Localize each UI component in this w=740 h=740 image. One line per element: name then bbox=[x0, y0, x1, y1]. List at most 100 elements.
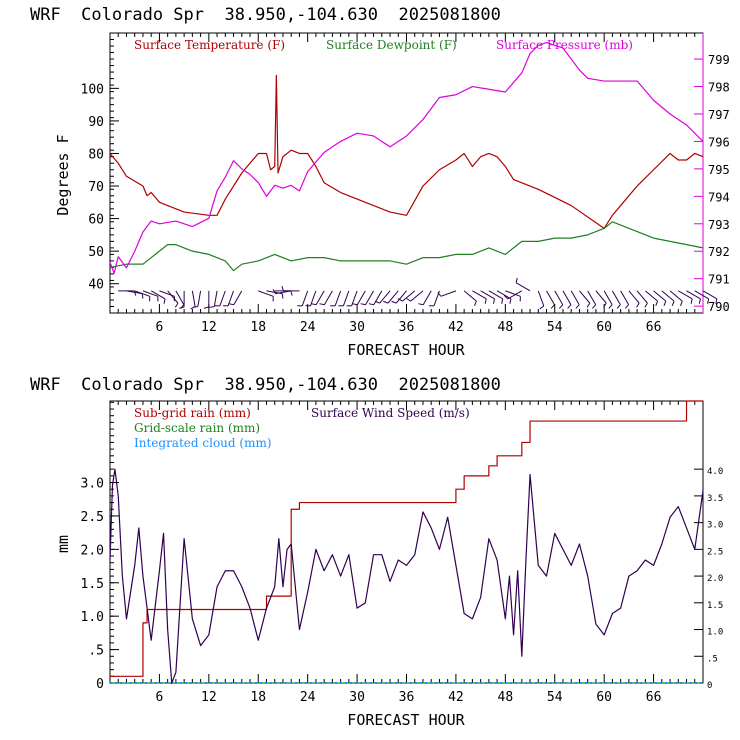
bottom-y2-tick-label: 3.5 bbox=[707, 494, 723, 504]
wind-barb bbox=[620, 290, 630, 305]
wind-barb bbox=[440, 290, 457, 297]
bottom-x-tick-label: 42 bbox=[448, 690, 464, 705]
temperature-panel: WRF Colorado Spr 38.950,-104.630 2025081… bbox=[30, 5, 730, 359]
wind-barb bbox=[587, 290, 597, 305]
bottom-y2-tick-label: 2.5 bbox=[707, 547, 723, 557]
wind-barb-feather bbox=[352, 303, 358, 306]
bottom-y2-tick-label: 0 bbox=[707, 681, 712, 691]
top-y-tick-label: 70 bbox=[88, 180, 104, 195]
top-y2-tick-label: 796 bbox=[708, 135, 730, 149]
bottom-y2-tick-label: 3.0 bbox=[707, 521, 723, 531]
legend-integrated-cloud: Integrated cloud (mm) bbox=[134, 436, 272, 450]
legend-surface-pressure: Surface Pressure (mb) bbox=[496, 38, 633, 52]
top-y2-tick-label: 791 bbox=[708, 273, 730, 287]
bottom-y-tick-label: 1.0 bbox=[81, 610, 104, 625]
wind-barb bbox=[515, 282, 531, 292]
bottom-y-tick-label: 0 bbox=[96, 677, 104, 692]
top-x-tick-label: 12 bbox=[201, 320, 217, 335]
bottom-x-tick-label: 36 bbox=[399, 690, 415, 705]
precipitation-panel: WRF Colorado Spr 38.950,-104.630 2025081… bbox=[30, 375, 723, 729]
top-y2-tick-label: 798 bbox=[708, 81, 730, 95]
wind-barb bbox=[645, 290, 658, 302]
top-y2-tick-label: 794 bbox=[708, 190, 730, 204]
wind-barb-feather bbox=[671, 300, 675, 306]
wind-barb-feather bbox=[272, 288, 276, 294]
wind-barb bbox=[356, 290, 366, 305]
wind-barb bbox=[507, 290, 523, 300]
wind-barb-feather bbox=[290, 290, 293, 296]
wind-barb bbox=[628, 290, 640, 304]
top-x-tick-label: 42 bbox=[448, 320, 464, 335]
bottom-y-tick-label: 3.0 bbox=[81, 477, 104, 492]
wind-barb-feather bbox=[133, 290, 137, 296]
wind-barb bbox=[365, 290, 374, 305]
top-x-tick-label: 60 bbox=[596, 320, 612, 335]
wind-barb bbox=[562, 290, 572, 305]
wind-barb-feather bbox=[567, 304, 572, 309]
top-x-axis-label: FORECAST HOUR bbox=[347, 341, 465, 359]
wind-barb bbox=[678, 290, 693, 300]
wind-barb bbox=[480, 290, 495, 300]
wind-barb bbox=[554, 290, 564, 305]
wind-barb-feather bbox=[591, 304, 597, 309]
wind-barb-feather bbox=[319, 303, 325, 306]
bottom-x-tick-label: 60 bbox=[596, 690, 612, 705]
wind-barb-feather bbox=[503, 295, 509, 300]
wind-barb-feather bbox=[501, 298, 504, 304]
wind-barb-feather bbox=[636, 302, 640, 308]
legend-surface-temperature: Surface Temperature (F) bbox=[134, 38, 285, 52]
wind-barb bbox=[379, 290, 391, 304]
wind-barb-feather bbox=[179, 306, 185, 309]
wind-barb bbox=[126, 290, 143, 295]
wind-barb-feather bbox=[209, 306, 215, 308]
wind-barb-feather bbox=[391, 300, 397, 304]
wind-barb-feather bbox=[397, 298, 403, 302]
wind-barb-feather bbox=[690, 298, 693, 304]
wind-barb bbox=[233, 290, 243, 305]
wind-barb bbox=[167, 290, 179, 304]
wind-barb-feather bbox=[492, 298, 495, 304]
wind-barb-feather bbox=[515, 277, 518, 283]
wind-barb bbox=[387, 290, 399, 304]
wind-barb bbox=[258, 290, 274, 297]
bottom-x-tick-label: 48 bbox=[498, 690, 514, 705]
wind-barb bbox=[301, 290, 309, 307]
top-series-surface-dewpoint-f bbox=[109, 221, 704, 272]
wind-barb-feather bbox=[679, 300, 683, 306]
legend-surface-wind-speed: Surface Wind Speed (m/s) bbox=[311, 406, 470, 420]
bottom-series-surface-wind-speed-m-s bbox=[109, 468, 704, 684]
wind-barb-feather bbox=[575, 304, 580, 309]
wind-barb-feather bbox=[484, 298, 487, 304]
top-y2-tick-label: 793 bbox=[708, 218, 730, 232]
wind-barb-feather bbox=[383, 300, 389, 304]
wind-barb-feather bbox=[311, 303, 317, 306]
top-y-tick-label: 80 bbox=[88, 147, 104, 162]
wind-barb-feather bbox=[174, 302, 179, 308]
top-x-tick-label: 18 bbox=[250, 320, 266, 335]
wind-barb-feather bbox=[192, 306, 198, 308]
top-chart-title: WRF Colorado Spr 38.950,-104.630 2025081… bbox=[30, 5, 501, 25]
bottom-y-tick-label: 2.0 bbox=[81, 543, 104, 558]
top-y-tick-label: 90 bbox=[88, 115, 104, 130]
wind-barb bbox=[653, 290, 667, 302]
top-axis-ticks: 6 12 18 24 30 36 42 48 54 60 66 40 50 60 70 80 90 100 790 7… bbox=[81, 32, 730, 335]
wind-barb-feather bbox=[644, 302, 648, 308]
wind-barb bbox=[213, 290, 218, 307]
wind-barb bbox=[197, 290, 202, 307]
wind-barb-feather bbox=[559, 304, 564, 309]
bottom-series-lines bbox=[109, 400, 704, 684]
wind-barb-feather bbox=[228, 303, 234, 306]
bottom-x-tick-label: 24 bbox=[300, 690, 316, 705]
wind-barb-feather bbox=[281, 285, 284, 292]
top-y2-tick-label: 792 bbox=[708, 245, 730, 259]
wind-barb bbox=[402, 290, 416, 302]
bottom-y-tick-label: .5 bbox=[88, 644, 104, 659]
top-x-tick-label: 36 bbox=[399, 320, 415, 335]
bottom-x-tick-label: 18 bbox=[250, 690, 266, 705]
bottom-x-tick-label: 54 bbox=[547, 690, 563, 705]
bottom-x-tick-label: 12 bbox=[201, 690, 217, 705]
top-y-tick-label: 40 bbox=[88, 278, 104, 293]
wind-barb-feather bbox=[655, 300, 659, 306]
wind-barb bbox=[611, 290, 621, 305]
